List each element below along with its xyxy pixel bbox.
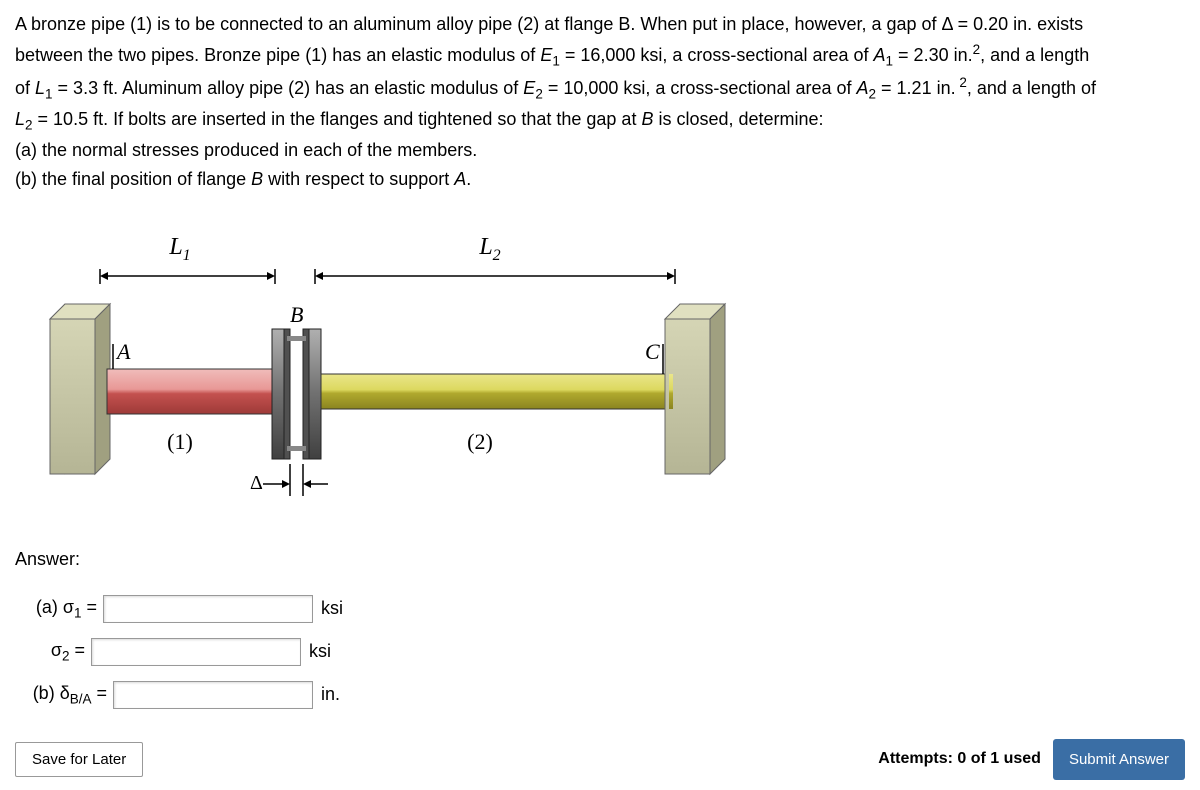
delta-input[interactable] [113, 681, 313, 709]
sigma1-input[interactable] [103, 595, 313, 623]
svg-text:Δ: Δ [250, 472, 263, 494]
svg-text:L2: L2 [478, 234, 500, 264]
svg-text:C: C [645, 339, 660, 364]
answer-heading: Answer: [15, 549, 1185, 570]
footer-row: Save for Later Attempts: 0 of 1 used Sub… [15, 739, 1185, 780]
submit-answer-button[interactable]: Submit Answer [1053, 739, 1185, 780]
sigma1-label: (a) σ1 = [15, 597, 103, 621]
answer-section: Answer: (a) σ1 = ksi σ2 = ksi (b) δB/A =… [15, 549, 1185, 709]
delta-unit: in. [313, 684, 340, 705]
save-for-later-button[interactable]: Save for Later [15, 742, 143, 777]
sigma1-row: (a) σ1 = ksi [15, 595, 1185, 623]
svg-text:L1: L1 [168, 234, 190, 264]
svg-text:(1): (1) [167, 429, 193, 454]
svg-text:B: B [290, 302, 303, 327]
pipe-diagram: L1 L2 [35, 224, 1185, 519]
delta-row: (b) δB/A = in. [15, 681, 1185, 709]
sigma1-unit: ksi [313, 598, 343, 619]
delta-label: (b) δB/A = [15, 683, 113, 707]
sigma2-row: σ2 = ksi [15, 638, 1185, 666]
sigma2-label: σ2 = [15, 640, 91, 664]
svg-text:A: A [115, 339, 131, 364]
problem-statement: A bronze pipe (1) is to be connected to … [15, 10, 1185, 194]
problem-text: A bronze pipe (1) is to be connected to … [15, 14, 1083, 34]
sigma2-input[interactable] [91, 638, 301, 666]
sigma2-unit: ksi [301, 641, 331, 662]
attempts-text: Attempts: 0 of 1 used [878, 750, 1041, 768]
svg-text:(2): (2) [467, 429, 493, 454]
